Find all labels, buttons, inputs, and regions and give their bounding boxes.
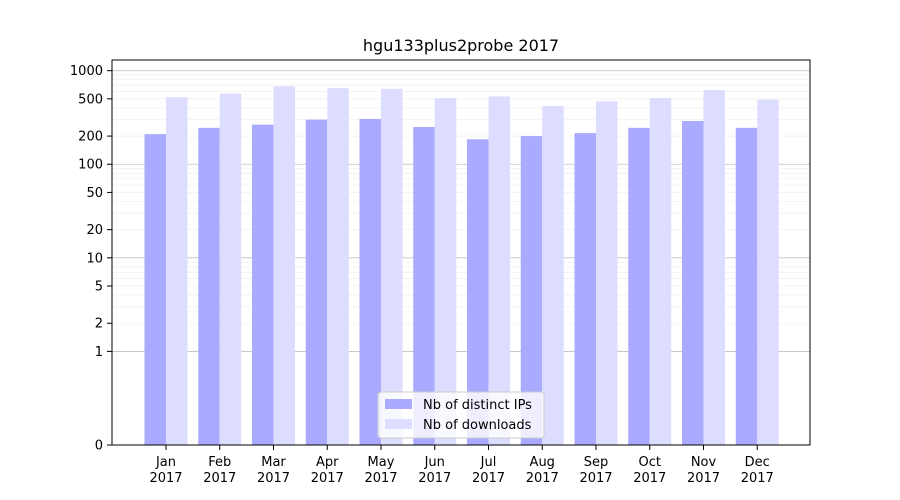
y-tick-label: 10 (86, 251, 103, 266)
bar-downloads (273, 86, 295, 446)
x-tick-label-month: Sep (584, 455, 609, 470)
x-tick-label-year: 2017 (203, 471, 236, 486)
y-tick-label: 50 (86, 186, 103, 201)
y-tick-label: 200 (78, 130, 103, 145)
y-tick-label: 1 (95, 345, 103, 360)
y-tick-label: 2 (95, 317, 103, 332)
bar-distinct-ips (359, 118, 381, 445)
x-tick-label-month: Jun (424, 455, 445, 470)
bar-downloads (542, 105, 564, 445)
x-tick-label-year: 2017 (149, 471, 182, 486)
legend-label: Nb of downloads (423, 418, 532, 433)
x-tick-label-month: Mar (261, 455, 286, 470)
bar-distinct-ips (735, 127, 758, 445)
y-tick-label: 500 (78, 92, 103, 107)
chart-title: hgu133plus2probe 2017 (363, 36, 559, 55)
x-tick-label-year: 2017 (364, 471, 397, 486)
bar-downloads (327, 88, 349, 446)
legend-box (377, 391, 545, 439)
plot-frame (111, 59, 811, 446)
bars (144, 86, 779, 446)
x-tick-label-month: Nov (691, 455, 717, 470)
bar-downloads (219, 93, 242, 445)
bar-distinct-ips (520, 136, 543, 446)
x-tick-label-year: 2017 (687, 471, 720, 486)
x-axis: Jan2017Feb2017Mar2017Apr2017May2017Jun20… (149, 445, 774, 486)
y-tick-label: 5 (95, 280, 103, 295)
bar-distinct-ips (467, 139, 489, 445)
y-tick-label: 100 (78, 158, 103, 173)
y-tick-label: 20 (86, 223, 103, 238)
bar-downloads (166, 97, 188, 445)
bar-downloads (381, 88, 403, 445)
bar-downloads (596, 101, 618, 446)
bar-downloads (434, 98, 457, 446)
x-tick-label-month: Oct (639, 455, 661, 470)
bar-downloads (757, 99, 779, 445)
x-tick-label-year: 2017 (633, 471, 666, 486)
bar-downloads (488, 96, 510, 446)
x-tick-label-year: 2017 (579, 471, 612, 486)
y-tick-label: 1000 (70, 64, 103, 79)
bar-downloads (703, 90, 725, 445)
legend-swatch (385, 419, 412, 429)
x-tick-label-month: Jul (480, 455, 497, 470)
bar-distinct-ips (144, 134, 166, 446)
bar-distinct-ips (628, 127, 650, 445)
bar-distinct-ips (574, 133, 596, 446)
legend-label: Nb of distinct IPs (423, 398, 532, 413)
x-tick-label-month: May (368, 455, 395, 470)
x-tick-label-year: 2017 (472, 471, 505, 486)
x-tick-label-year: 2017 (741, 471, 774, 486)
x-tick-label-year: 2017 (311, 471, 344, 486)
legend-swatch (385, 399, 412, 409)
bar-distinct-ips (198, 127, 220, 445)
x-tick-label-year: 2017 (257, 471, 290, 486)
x-tick-label-month: Dec (745, 455, 770, 470)
x-tick-label-month: Aug (530, 455, 555, 470)
x-tick-label-year: 2017 (418, 471, 451, 486)
bar-distinct-ips (413, 127, 435, 445)
bar-distinct-ips (252, 124, 274, 445)
y-axis: 0 1 2 5 10 20 50 100 200 500 1000 (70, 64, 112, 454)
bar-distinct-ips (682, 120, 704, 445)
bar-downloads (649, 98, 672, 446)
x-tick-label-year: 2017 (526, 471, 559, 486)
bar-distinct-ips (305, 119, 328, 446)
x-tick-label-month: Apr (316, 455, 339, 470)
x-tick-label-month: Jan (155, 455, 176, 470)
x-tick-label-month: Feb (208, 455, 231, 470)
y-tick-label: 0 (95, 439, 103, 454)
legend: Nb of distinct IPs Nb of downloads (377, 391, 545, 439)
